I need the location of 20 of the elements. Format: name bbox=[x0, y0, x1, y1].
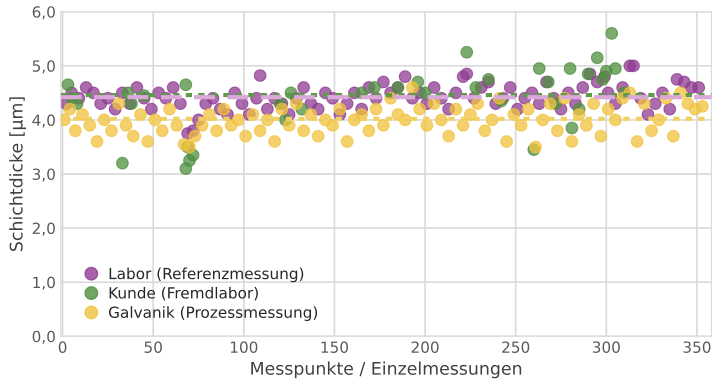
y-tick-label: 1,0 bbox=[33, 276, 55, 290]
y-tick-label: 4,0 bbox=[32, 114, 55, 128]
x-tick-label: 50 bbox=[144, 341, 162, 353]
x-tick-label: 200 bbox=[412, 341, 439, 353]
x-tick-label: 350 bbox=[684, 341, 710, 353]
x-axis-title: Messpunkte / Einzelmessungen bbox=[251, 361, 522, 378]
legend-label: Galvanik (Prozessmessung) bbox=[108, 306, 318, 321]
x-tick-label: 150 bbox=[322, 341, 348, 353]
legend-label: Labor (Referenzmessung) bbox=[110, 267, 304, 282]
x-tick-label: 100 bbox=[230, 341, 258, 353]
y-tick-label: 3,0 bbox=[32, 168, 55, 182]
y-tick-label: 0,0 bbox=[32, 330, 55, 344]
x-tick-label: 0 bbox=[58, 341, 66, 353]
x-tick-label: 250 bbox=[502, 341, 530, 353]
legend-label: Kunde (Fremdlabor) bbox=[110, 286, 258, 300]
y-tick-label: 5,0 bbox=[32, 60, 55, 74]
y-tick-label: 2,0 bbox=[32, 222, 55, 236]
y-axis-title: Schichtdicke [µm] bbox=[9, 97, 26, 251]
x-tick-label: 300 bbox=[592, 341, 620, 353]
y-tick-label: 6,0 bbox=[32, 6, 55, 20]
